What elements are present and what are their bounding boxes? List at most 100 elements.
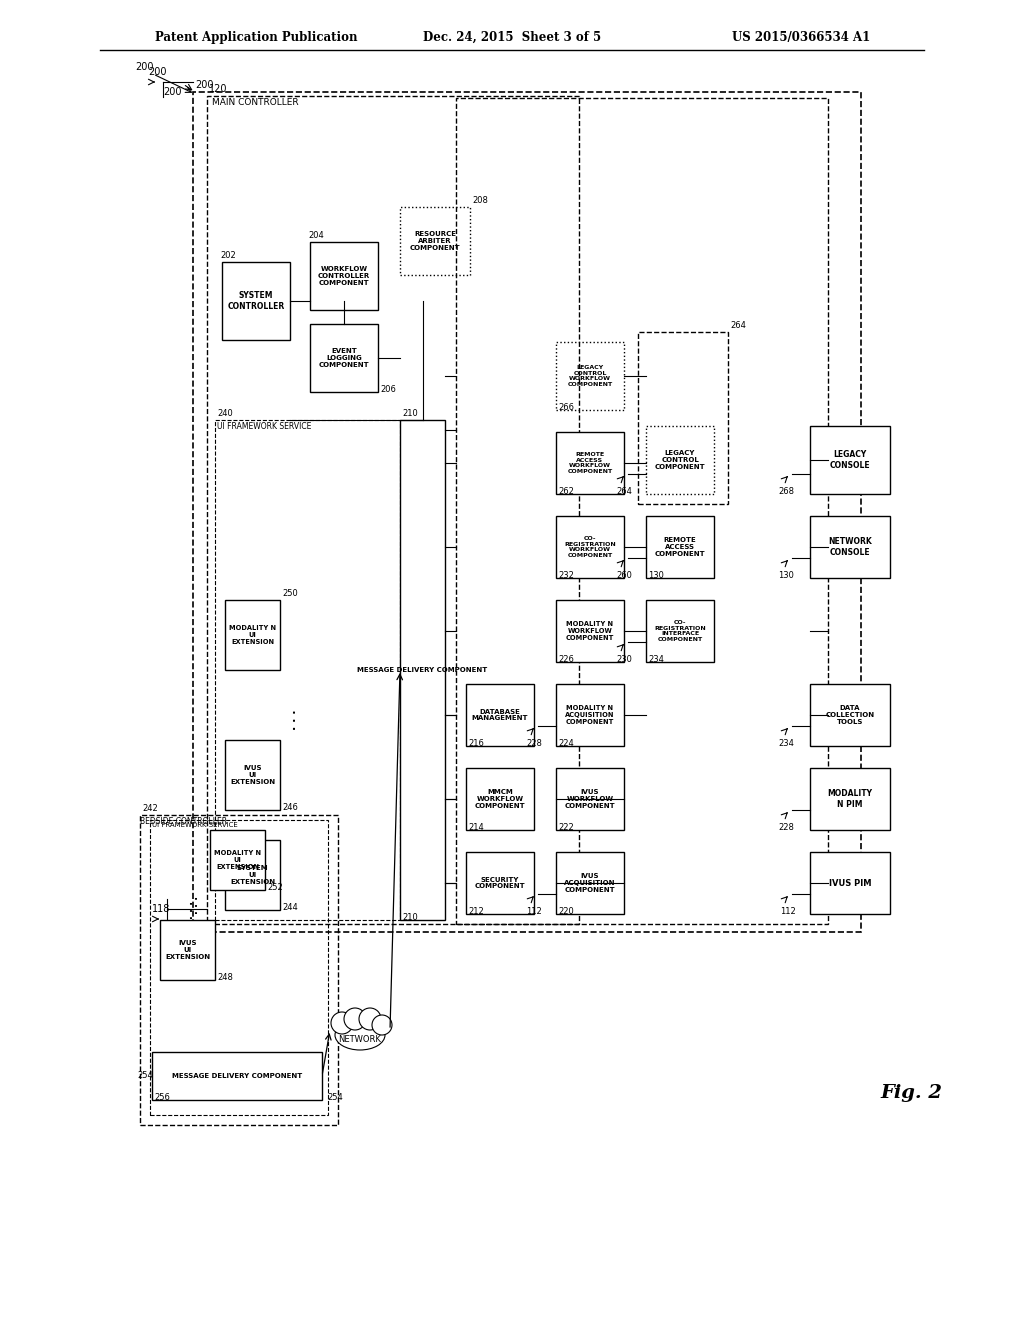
Text: MMCM
WORKFLOW
COMPONENT: MMCM WORKFLOW COMPONENT (475, 789, 525, 809)
Text: 264: 264 (730, 321, 745, 330)
Text: CO-
REGISTRATION
INTERFACE
COMPONENT: CO- REGISTRATION INTERFACE COMPONENT (654, 620, 706, 643)
Text: UI FRAMEWORK SERVICE: UI FRAMEWORK SERVICE (152, 822, 238, 828)
Text: WORKFLOW
CONTROLLER
COMPONENT: WORKFLOW CONTROLLER COMPONENT (317, 267, 370, 286)
Text: 234: 234 (778, 739, 794, 748)
Bar (646, 516, 714, 578)
Text: LEGACY
CONSOLE: LEGACY CONSOLE (829, 450, 870, 470)
Bar (556, 851, 624, 913)
Bar (556, 601, 624, 663)
Text: 224: 224 (558, 739, 573, 748)
Bar (160, 920, 215, 979)
Bar (466, 684, 534, 746)
Text: 200: 200 (135, 62, 154, 73)
Text: CO-
REGISTRATION
WORKFLOW
COMPONENT: CO- REGISTRATION WORKFLOW COMPONENT (564, 536, 615, 558)
Bar (810, 516, 890, 578)
Text: 130: 130 (648, 572, 664, 579)
Bar (638, 333, 728, 504)
Bar (193, 92, 861, 932)
Text: Dec. 24, 2015  Sheet 3 of 5: Dec. 24, 2015 Sheet 3 of 5 (423, 30, 601, 44)
Text: 226: 226 (558, 655, 573, 664)
Text: 200: 200 (195, 81, 213, 90)
Text: MESSAGE DELIVERY COMPONENT: MESSAGE DELIVERY COMPONENT (172, 1073, 302, 1078)
Ellipse shape (359, 1008, 381, 1030)
Text: DATA
COLLECTION
TOOLS: DATA COLLECTION TOOLS (825, 705, 874, 725)
Text: 118: 118 (152, 904, 170, 913)
Bar (152, 1052, 322, 1100)
Text: 230: 230 (616, 655, 632, 664)
Bar (222, 261, 290, 341)
Ellipse shape (335, 1020, 385, 1049)
Text: SYSTEM
CONTROLLER: SYSTEM CONTROLLER (227, 292, 285, 310)
Text: 200: 200 (148, 67, 167, 77)
Text: MODALITY
N PIM: MODALITY N PIM (827, 789, 872, 809)
Text: 228: 228 (526, 739, 542, 748)
Text: REMOTE
ACCESS
WORKFLOW
COMPONENT: REMOTE ACCESS WORKFLOW COMPONENT (567, 451, 612, 474)
Text: 256: 256 (154, 1093, 170, 1102)
Ellipse shape (331, 1012, 353, 1034)
Bar (810, 768, 890, 830)
Bar (140, 814, 338, 1125)
Text: IVUS PIM: IVUS PIM (828, 879, 871, 887)
Text: 216: 216 (468, 739, 484, 748)
Ellipse shape (344, 1008, 366, 1030)
Text: 212: 212 (468, 907, 483, 916)
Text: 204: 204 (308, 231, 324, 240)
Text: 266: 266 (558, 403, 574, 412)
Text: IVUS
UI
EXTENSION: IVUS UI EXTENSION (230, 766, 275, 785)
Text: 252: 252 (267, 883, 283, 892)
Text: 228: 228 (778, 822, 794, 832)
Bar (456, 98, 828, 924)
Text: . . .: . . . (185, 902, 195, 919)
Text: 268: 268 (778, 487, 794, 496)
Text: . . .: . . . (288, 710, 298, 730)
Bar (646, 601, 714, 663)
Text: Patent Application Publication: Patent Application Publication (155, 30, 357, 44)
Bar (400, 420, 445, 920)
Text: 202: 202 (220, 251, 236, 260)
Bar (207, 96, 579, 924)
Ellipse shape (372, 1015, 392, 1035)
Text: MODALITY N
WORKFLOW
COMPONENT: MODALITY N WORKFLOW COMPONENT (566, 620, 614, 642)
Text: MAIN CONTROLLER: MAIN CONTROLLER (212, 98, 299, 107)
Text: IVUS
ACQUISITION
COMPONENT: IVUS ACQUISITION COMPONENT (564, 873, 615, 894)
Text: 242: 242 (142, 804, 158, 813)
Text: 200: 200 (163, 87, 181, 96)
Text: IVUS
UI
EXTENSION: IVUS UI EXTENSION (165, 940, 210, 960)
Text: 254: 254 (137, 1072, 153, 1081)
Text: LEGACY
CONTROL
COMPONENT: LEGACY CONTROL COMPONENT (654, 450, 706, 470)
Text: 248: 248 (217, 973, 232, 982)
Bar (150, 820, 328, 1115)
Bar (215, 420, 400, 920)
Text: SYSTEM
UI
EXTENSION: SYSTEM UI EXTENSION (230, 865, 275, 884)
Bar (225, 741, 280, 810)
Bar (310, 323, 378, 392)
Text: NETWORK: NETWORK (338, 1035, 381, 1044)
Text: 264: 264 (616, 487, 632, 496)
Text: MODALITY N
UI
EXTENSION: MODALITY N UI EXTENSION (214, 850, 261, 870)
Text: 208: 208 (472, 195, 487, 205)
Bar (556, 516, 624, 578)
Text: MODALITY N
ACQUISITION
COMPONENT: MODALITY N ACQUISITION COMPONENT (565, 705, 614, 725)
Bar (556, 342, 624, 411)
Text: 244: 244 (282, 903, 298, 912)
Text: 210: 210 (402, 409, 418, 418)
Text: 260: 260 (616, 572, 632, 579)
Text: . . .: . . . (190, 896, 200, 913)
Text: BEDSIDE CONTROLLER: BEDSIDE CONTROLLER (140, 817, 227, 826)
Text: MODALITY N
UI
EXTENSION: MODALITY N UI EXTENSION (229, 624, 276, 645)
Text: 220: 220 (558, 907, 573, 916)
Bar (556, 768, 624, 830)
Text: NETWORK
CONSOLE: NETWORK CONSOLE (828, 537, 871, 557)
Bar (646, 426, 714, 494)
Text: 232: 232 (558, 572, 573, 579)
Text: 130: 130 (778, 572, 794, 579)
Bar (225, 840, 280, 909)
Bar (466, 768, 534, 830)
Bar (466, 851, 534, 913)
Text: EVENT
LOGGING
COMPONENT: EVENT LOGGING COMPONENT (318, 348, 370, 368)
Bar (810, 426, 890, 494)
Bar (556, 684, 624, 746)
Text: UI FRAMEWORK SERVICE: UI FRAMEWORK SERVICE (217, 422, 311, 432)
Bar (810, 851, 890, 913)
Text: SECURITY
COMPONENT: SECURITY COMPONENT (475, 876, 525, 890)
